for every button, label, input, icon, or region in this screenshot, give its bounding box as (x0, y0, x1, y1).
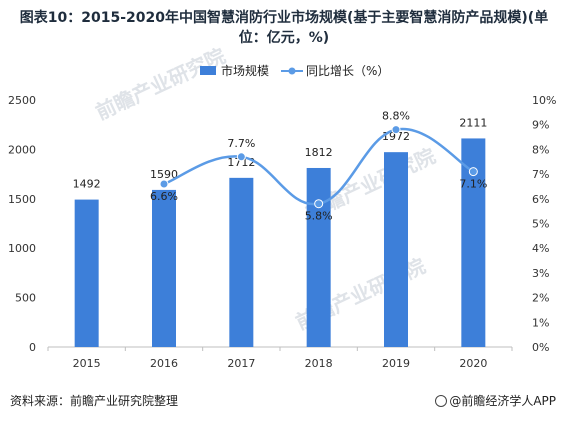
chart-title: 图表10：2015-2020年中国智慧消防行业市场规模(基于主要智慧消防产品规模… (19, 10, 549, 46)
watermark-0: 前瞻产业研究院 (92, 44, 229, 125)
right-axis-tick: 10% (532, 94, 556, 107)
growth-point (314, 199, 324, 209)
right-axis-tick: 9% (532, 119, 549, 132)
x-axis-tick: 2019 (382, 357, 410, 370)
left-axis-tick: 500 (15, 292, 36, 305)
bar-value-label: 1590 (150, 168, 178, 181)
growth-point (159, 179, 169, 189)
legend-bar-swatch (200, 66, 216, 75)
growth-point (236, 152, 246, 162)
x-axis-tick: 2020 (459, 357, 487, 370)
growth-value-label: 6.6% (150, 190, 178, 203)
x-axis-tick: 2016 (150, 357, 178, 370)
bar-value-label: 1812 (305, 146, 333, 159)
right-axis-tick: 5% (532, 218, 549, 231)
growth-value-label: 8.8% (382, 110, 410, 123)
right-axis-tick: 7% (532, 168, 549, 181)
right-axis-tick: 8% (532, 143, 549, 156)
left-axis-tick: 1500 (8, 193, 36, 206)
bar-value-label: 2111 (459, 116, 487, 129)
brand-logo-icon (435, 395, 448, 407)
bar (152, 189, 176, 347)
x-axis-tick: 2017 (227, 357, 255, 370)
x-axis-tick: 2015 (73, 357, 101, 370)
right-axis-tick: 4% (532, 242, 549, 255)
growth-point (468, 167, 478, 177)
bar (74, 199, 99, 347)
left-axis-tick: 0 (29, 341, 36, 354)
brand-credit: @前瞻经济学人APP (435, 392, 556, 409)
right-axis-tick: 6% (532, 193, 549, 206)
bar (384, 152, 408, 347)
right-axis-tick: 3% (532, 267, 549, 280)
left-axis-tick: 2500 (8, 94, 36, 107)
right-axis-tick: 1% (532, 316, 549, 329)
source-note: 资料来源：前瞻产业研究院整理 (10, 394, 179, 408)
growth-value-label: 5.8% (305, 210, 333, 223)
left-axis-tick: 1000 (8, 242, 36, 255)
x-axis-tick: 2018 (305, 357, 333, 370)
right-axis-tick: 0% (532, 341, 549, 354)
left-axis-tick: 2000 (8, 143, 36, 156)
legend-bar-label: 市场规模 (221, 63, 269, 78)
right-axis-tick: 2% (532, 292, 549, 305)
brand-text: @前瞻经济学人APP (449, 394, 556, 408)
bar (229, 177, 254, 347)
growth-point (391, 125, 401, 135)
legend-line-marker (288, 67, 296, 75)
bar-value-label: 1492 (73, 178, 101, 191)
legend-line-label: 同比增长（%） (306, 64, 389, 78)
bar (306, 167, 331, 347)
growth-value-label: 7.7% (227, 137, 255, 150)
growth-value-label: 7.1% (459, 178, 487, 191)
